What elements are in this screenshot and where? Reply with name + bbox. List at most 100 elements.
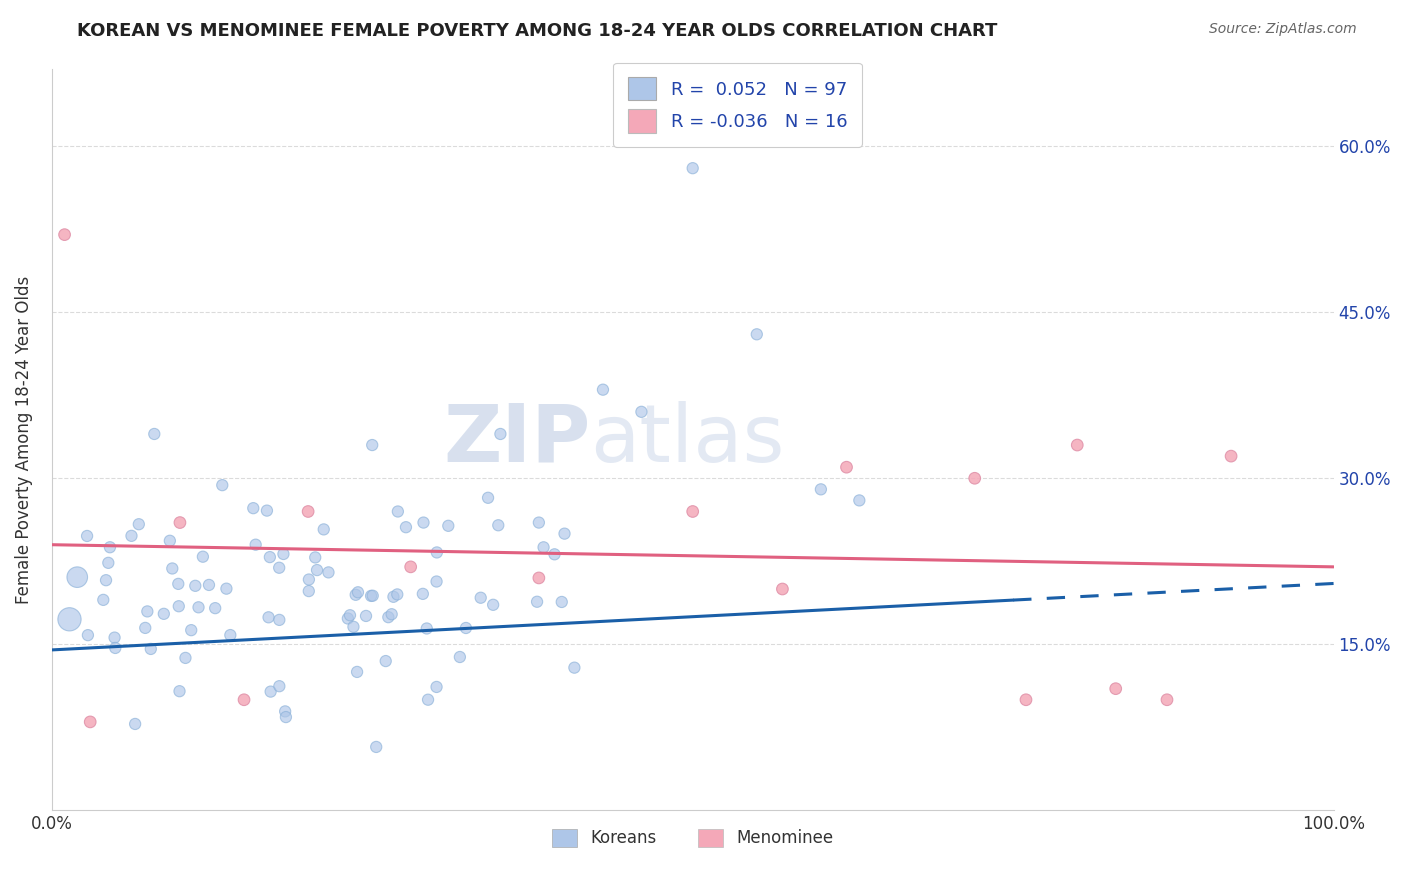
Point — [134, 621, 156, 635]
Point — [360, 589, 382, 603]
Point — [162, 561, 184, 575]
Point — [204, 601, 226, 615]
Point — [339, 608, 361, 623]
Point — [139, 642, 162, 657]
Point — [366, 739, 388, 754]
Point — [449, 650, 471, 665]
Point — [259, 550, 281, 565]
Point — [274, 710, 297, 724]
Point — [297, 504, 319, 518]
Point — [1066, 438, 1088, 452]
Point — [346, 665, 368, 679]
Point — [191, 549, 214, 564]
Point — [98, 540, 121, 554]
Point — [527, 571, 550, 585]
Legend: Koreans, Menominee: Koreans, Menominee — [546, 822, 841, 855]
Point — [256, 503, 278, 517]
Point — [374, 654, 396, 668]
Point — [344, 588, 367, 602]
Point — [387, 587, 409, 601]
Point — [416, 692, 439, 706]
Point — [159, 533, 181, 548]
Point — [361, 589, 384, 603]
Point — [211, 478, 233, 492]
Point — [269, 679, 291, 693]
Point — [489, 427, 512, 442]
Point — [810, 483, 832, 497]
Point — [167, 599, 190, 614]
Point — [395, 520, 418, 534]
Point — [387, 504, 409, 518]
Point — [298, 584, 321, 599]
Text: Source: ZipAtlas.com: Source: ZipAtlas.com — [1209, 22, 1357, 37]
Point — [269, 613, 291, 627]
Point — [97, 556, 120, 570]
Point — [416, 622, 439, 636]
Point — [104, 640, 127, 655]
Point — [298, 573, 321, 587]
Point — [381, 607, 404, 622]
Point — [482, 598, 505, 612]
Point — [180, 623, 202, 637]
Point — [1156, 692, 1178, 706]
Point — [361, 438, 384, 452]
Point — [426, 545, 449, 559]
Point — [682, 161, 704, 176]
Point — [1015, 692, 1038, 706]
Point — [592, 383, 614, 397]
Point — [121, 529, 143, 543]
Point — [153, 607, 176, 621]
Point — [564, 660, 586, 674]
Point — [242, 501, 264, 516]
Point — [233, 692, 256, 706]
Point — [318, 566, 340, 580]
Text: KOREAN VS MENOMINEE FEMALE POVERTY AMONG 18-24 YEAR OLDS CORRELATION CHART: KOREAN VS MENOMINEE FEMALE POVERTY AMONG… — [77, 22, 998, 40]
Point — [94, 573, 117, 587]
Point — [527, 516, 550, 530]
Point — [273, 547, 295, 561]
Point — [91, 593, 114, 607]
Point — [76, 529, 98, 543]
Point — [58, 612, 80, 626]
Point — [1220, 449, 1243, 463]
Point — [257, 610, 280, 624]
Point — [963, 471, 986, 485]
Point — [187, 600, 209, 615]
Point — [245, 538, 267, 552]
Point — [66, 570, 89, 584]
Point — [169, 516, 191, 530]
Point — [454, 621, 477, 635]
Point — [425, 680, 447, 694]
Point — [219, 628, 242, 642]
Point — [342, 620, 364, 634]
Point — [215, 582, 238, 596]
Point — [53, 227, 76, 242]
Point — [437, 518, 460, 533]
Point — [174, 651, 197, 665]
Point — [198, 578, 221, 592]
Point — [543, 547, 565, 561]
Point — [336, 611, 359, 625]
Point — [77, 628, 100, 642]
Point — [354, 609, 377, 624]
Point — [486, 518, 509, 533]
Y-axis label: Female Poverty Among 18-24 Year Olds: Female Poverty Among 18-24 Year Olds — [15, 276, 32, 604]
Point — [382, 590, 405, 604]
Point — [399, 559, 422, 574]
Point — [304, 550, 326, 565]
Point — [269, 560, 291, 574]
Point — [770, 582, 793, 596]
Point — [259, 684, 281, 698]
Point — [426, 574, 449, 589]
Point — [630, 405, 652, 419]
Point — [136, 604, 159, 618]
Point — [143, 427, 166, 442]
Point — [347, 585, 370, 599]
Point — [848, 493, 870, 508]
Point — [1105, 681, 1128, 696]
Point — [169, 684, 191, 698]
Point — [412, 587, 434, 601]
Point — [79, 714, 101, 729]
Point — [835, 460, 858, 475]
Point — [124, 717, 146, 731]
